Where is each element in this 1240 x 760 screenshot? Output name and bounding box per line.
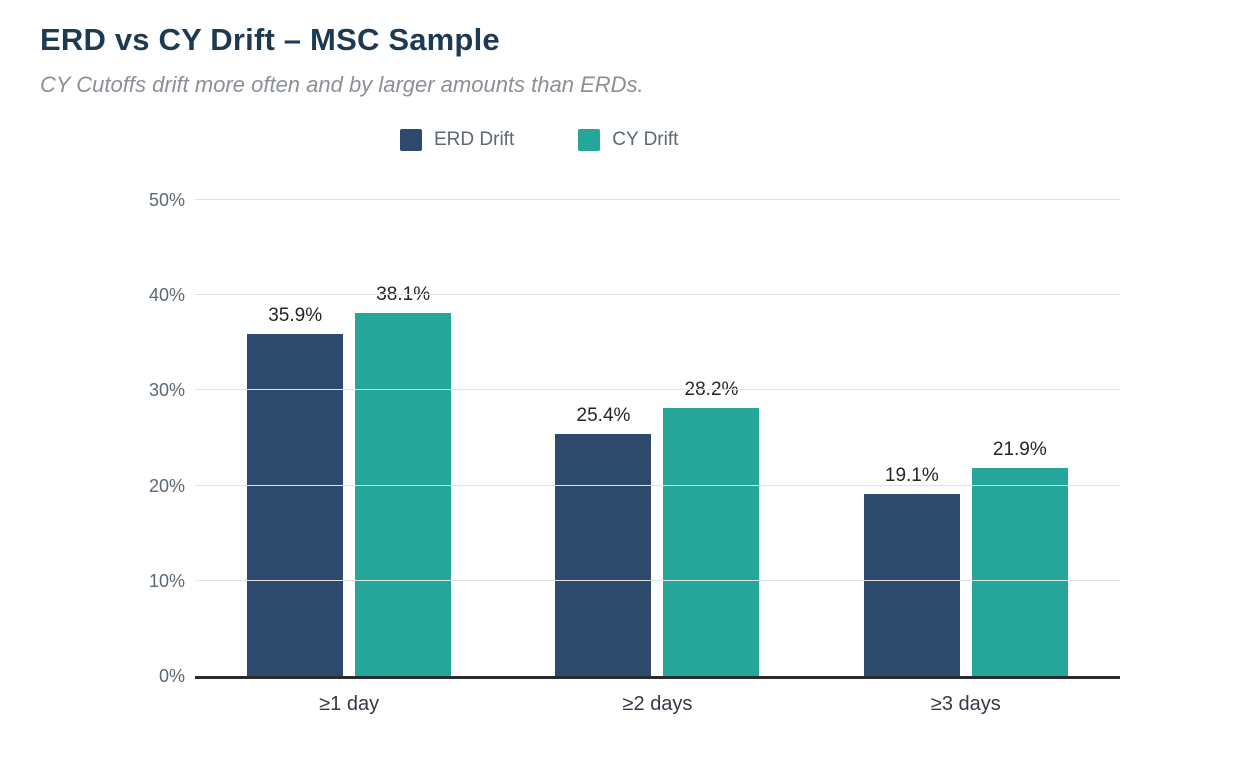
bar-erd-drift-2-days: 25.4%	[555, 405, 652, 676]
bar-erd-drift-1-day: 35.9%	[247, 305, 344, 676]
plot-area: 35.9% 38.1% 25.4% 28.2% 19.1% 21.9%	[195, 199, 1120, 676]
x-axis: ≥1 day ≥2 days ≥3 days	[195, 693, 1120, 716]
legend-label: CY Drift	[612, 129, 679, 150]
legend: ERD Drift CY Drift	[400, 129, 678, 151]
gridline-20	[195, 484, 1120, 486]
bar-value-label-cy-drift-1-day: 38.1%	[376, 284, 431, 306]
x-tick-label-1-day: ≥1 day	[319, 693, 380, 715]
bar-group-2-days: 25.4% 28.2%	[503, 200, 811, 676]
legend-swatch-erd-drift	[400, 129, 422, 151]
gridline-40	[195, 294, 1120, 296]
bar-groups: 35.9% 38.1% 25.4% 28.2% 19.1% 21.9%	[195, 200, 1120, 676]
y-tick-label-20: 20%	[148, 475, 185, 496]
legend-label: ERD Drift	[434, 129, 515, 150]
chart-subtitle: CY Cutoffs drift more often and by large…	[40, 72, 644, 97]
bar-group-3-days: 19.1% 21.9%	[812, 200, 1120, 676]
x-tick-label-2-days: ≥2 days	[622, 693, 693, 715]
y-tick-label-10: 10%	[148, 570, 185, 591]
bar-erd-drift-3-days: 19.1%	[863, 465, 960, 676]
bar-value-label-erd-drift-2-days: 25.4%	[576, 405, 631, 427]
bar-cy-drift-1-day: 38.1%	[355, 284, 452, 676]
bar-group-1-day: 35.9% 38.1%	[195, 200, 503, 676]
gridline-50	[195, 199, 1120, 200]
gridline-10	[195, 579, 1120, 581]
gridline-30	[195, 389, 1120, 391]
bar-value-label-cy-drift-2-days: 28.2%	[684, 378, 739, 400]
y-tick-label-40: 40%	[148, 285, 185, 306]
bar-value-label-cy-drift-3-days: 21.9%	[992, 438, 1047, 460]
bar-cy-drift-3-days: 21.9%	[971, 439, 1068, 676]
bar-value-label-erd-drift-1-day: 35.9%	[268, 305, 323, 327]
legend-item-erd-drift: ERD Drift	[400, 129, 514, 151]
bar-cy-drift-2-days: 28.2%	[663, 379, 760, 676]
legend-item-cy-drift: CY Drift	[578, 129, 678, 151]
x-tick-label-3-days: ≥3 days	[930, 693, 1001, 715]
y-tick-label-50: 50%	[148, 190, 185, 210]
chart-title: ERD vs CY Drift – MSC Sample	[40, 22, 500, 57]
y-tick-label-30: 30%	[148, 380, 185, 401]
legend-swatch-cy-drift	[578, 129, 601, 151]
y-tick-label-0: 0%	[158, 666, 185, 686]
y-axis: 0% 10% 20% 30% 40% 50%	[0, 191, 185, 685]
x-axis-line	[195, 676, 1120, 679]
bar-value-label-erd-drift-3-days: 19.1%	[884, 465, 939, 487]
